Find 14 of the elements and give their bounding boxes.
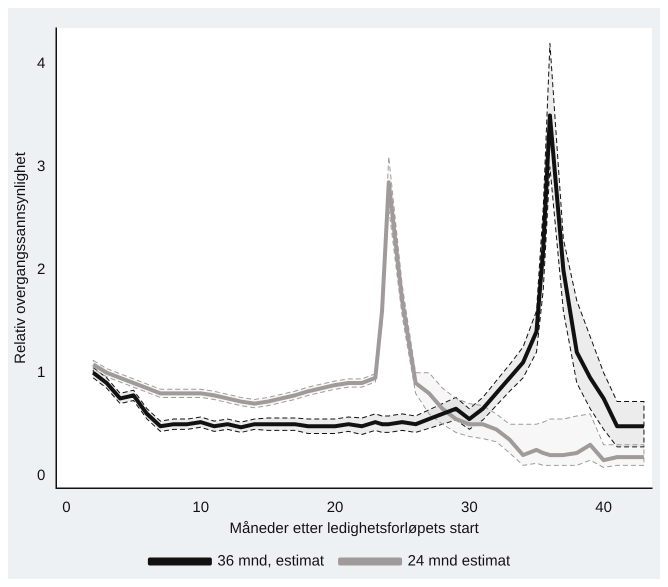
y-tick-label: 4 xyxy=(37,55,46,72)
y-tick-label: 1 xyxy=(37,364,46,381)
y-tick-label: 2 xyxy=(37,260,46,278)
legend-label: 36 mnd, estimat xyxy=(217,552,325,570)
y-tick-label: 0 xyxy=(37,466,46,484)
legend-label: 24 mnd estimat xyxy=(408,552,511,570)
x-tick-label: 40 xyxy=(595,499,612,516)
x-tick-label: 10 xyxy=(192,499,210,516)
y-axis-title: Relativ overgangssannsynlighet xyxy=(12,151,30,364)
y-tick-label: 3 xyxy=(37,158,46,176)
x-tick-label: 20 xyxy=(326,499,344,516)
x-tick-label: 30 xyxy=(460,499,478,516)
x-axis-title: Måneder etter ledighetsforløpets start xyxy=(230,520,480,538)
x-tick-label: 0 xyxy=(62,499,71,516)
